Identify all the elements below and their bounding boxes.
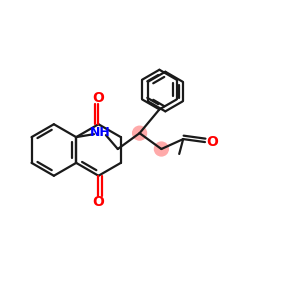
Text: O: O <box>92 194 104 208</box>
Circle shape <box>133 126 146 140</box>
Text: NH: NH <box>90 126 110 139</box>
Circle shape <box>154 142 168 156</box>
Text: O: O <box>92 92 104 106</box>
Text: O: O <box>206 135 218 149</box>
